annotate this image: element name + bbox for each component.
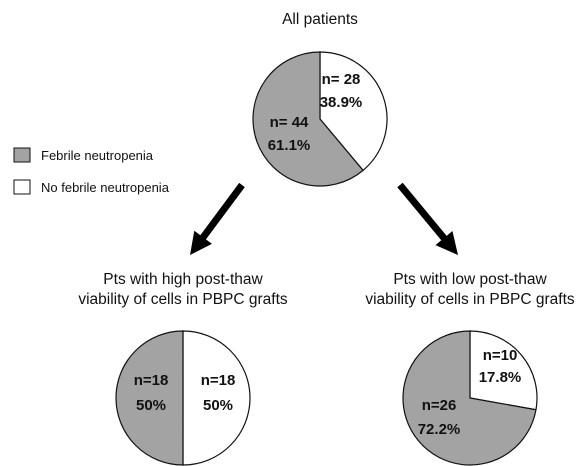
- pie-slice-febrile: [252, 51, 364, 187]
- legend-label: No febrile neutropenia: [41, 180, 170, 195]
- slice-pct-label: 50%: [136, 397, 166, 414]
- pie-slice-no-febrile: [182, 330, 251, 466]
- chart-title-line: viability of cells in PBPC grafts: [365, 291, 575, 308]
- chart-title-line: Pts with low post-thaw: [393, 271, 547, 288]
- legend-label: Febrile neutropenia: [41, 148, 154, 163]
- slice-pct-label: 72.2%: [418, 421, 461, 438]
- slice-n-label: n= 28: [322, 71, 361, 88]
- pie-slice-no-febrile: [319, 51, 388, 172]
- slice-pct-label: 50%: [203, 397, 233, 414]
- pie-slice-febrile: [115, 330, 184, 466]
- pie-slice-no-febrile: [469, 330, 538, 411]
- slice-n-label: n=26: [422, 397, 457, 414]
- legend-swatch-none: [13, 179, 31, 195]
- arrow-to-high-viability: [190, 182, 245, 255]
- legend-swatch-febrile: [13, 147, 31, 163]
- slice-n-label: n=10: [483, 347, 518, 364]
- pie-slice-febrile: [402, 330, 537, 466]
- slice-n-label: n=18: [134, 372, 169, 389]
- slice-pct-label: 38.9%: [320, 94, 363, 111]
- slice-pct-label: 17.8%: [479, 369, 522, 386]
- slice-n-label: n= 44: [270, 114, 309, 131]
- slice-pct-label: 61.1%: [268, 137, 311, 154]
- slice-n-label: n=18: [201, 372, 236, 389]
- chart-title-line: All patients: [282, 11, 358, 28]
- arrow-to-low-viability: [397, 182, 458, 255]
- chart-title-line: Pts with high post-thaw: [103, 271, 263, 288]
- chart-title-line: viability of cells in PBPC grafts: [78, 291, 288, 308]
